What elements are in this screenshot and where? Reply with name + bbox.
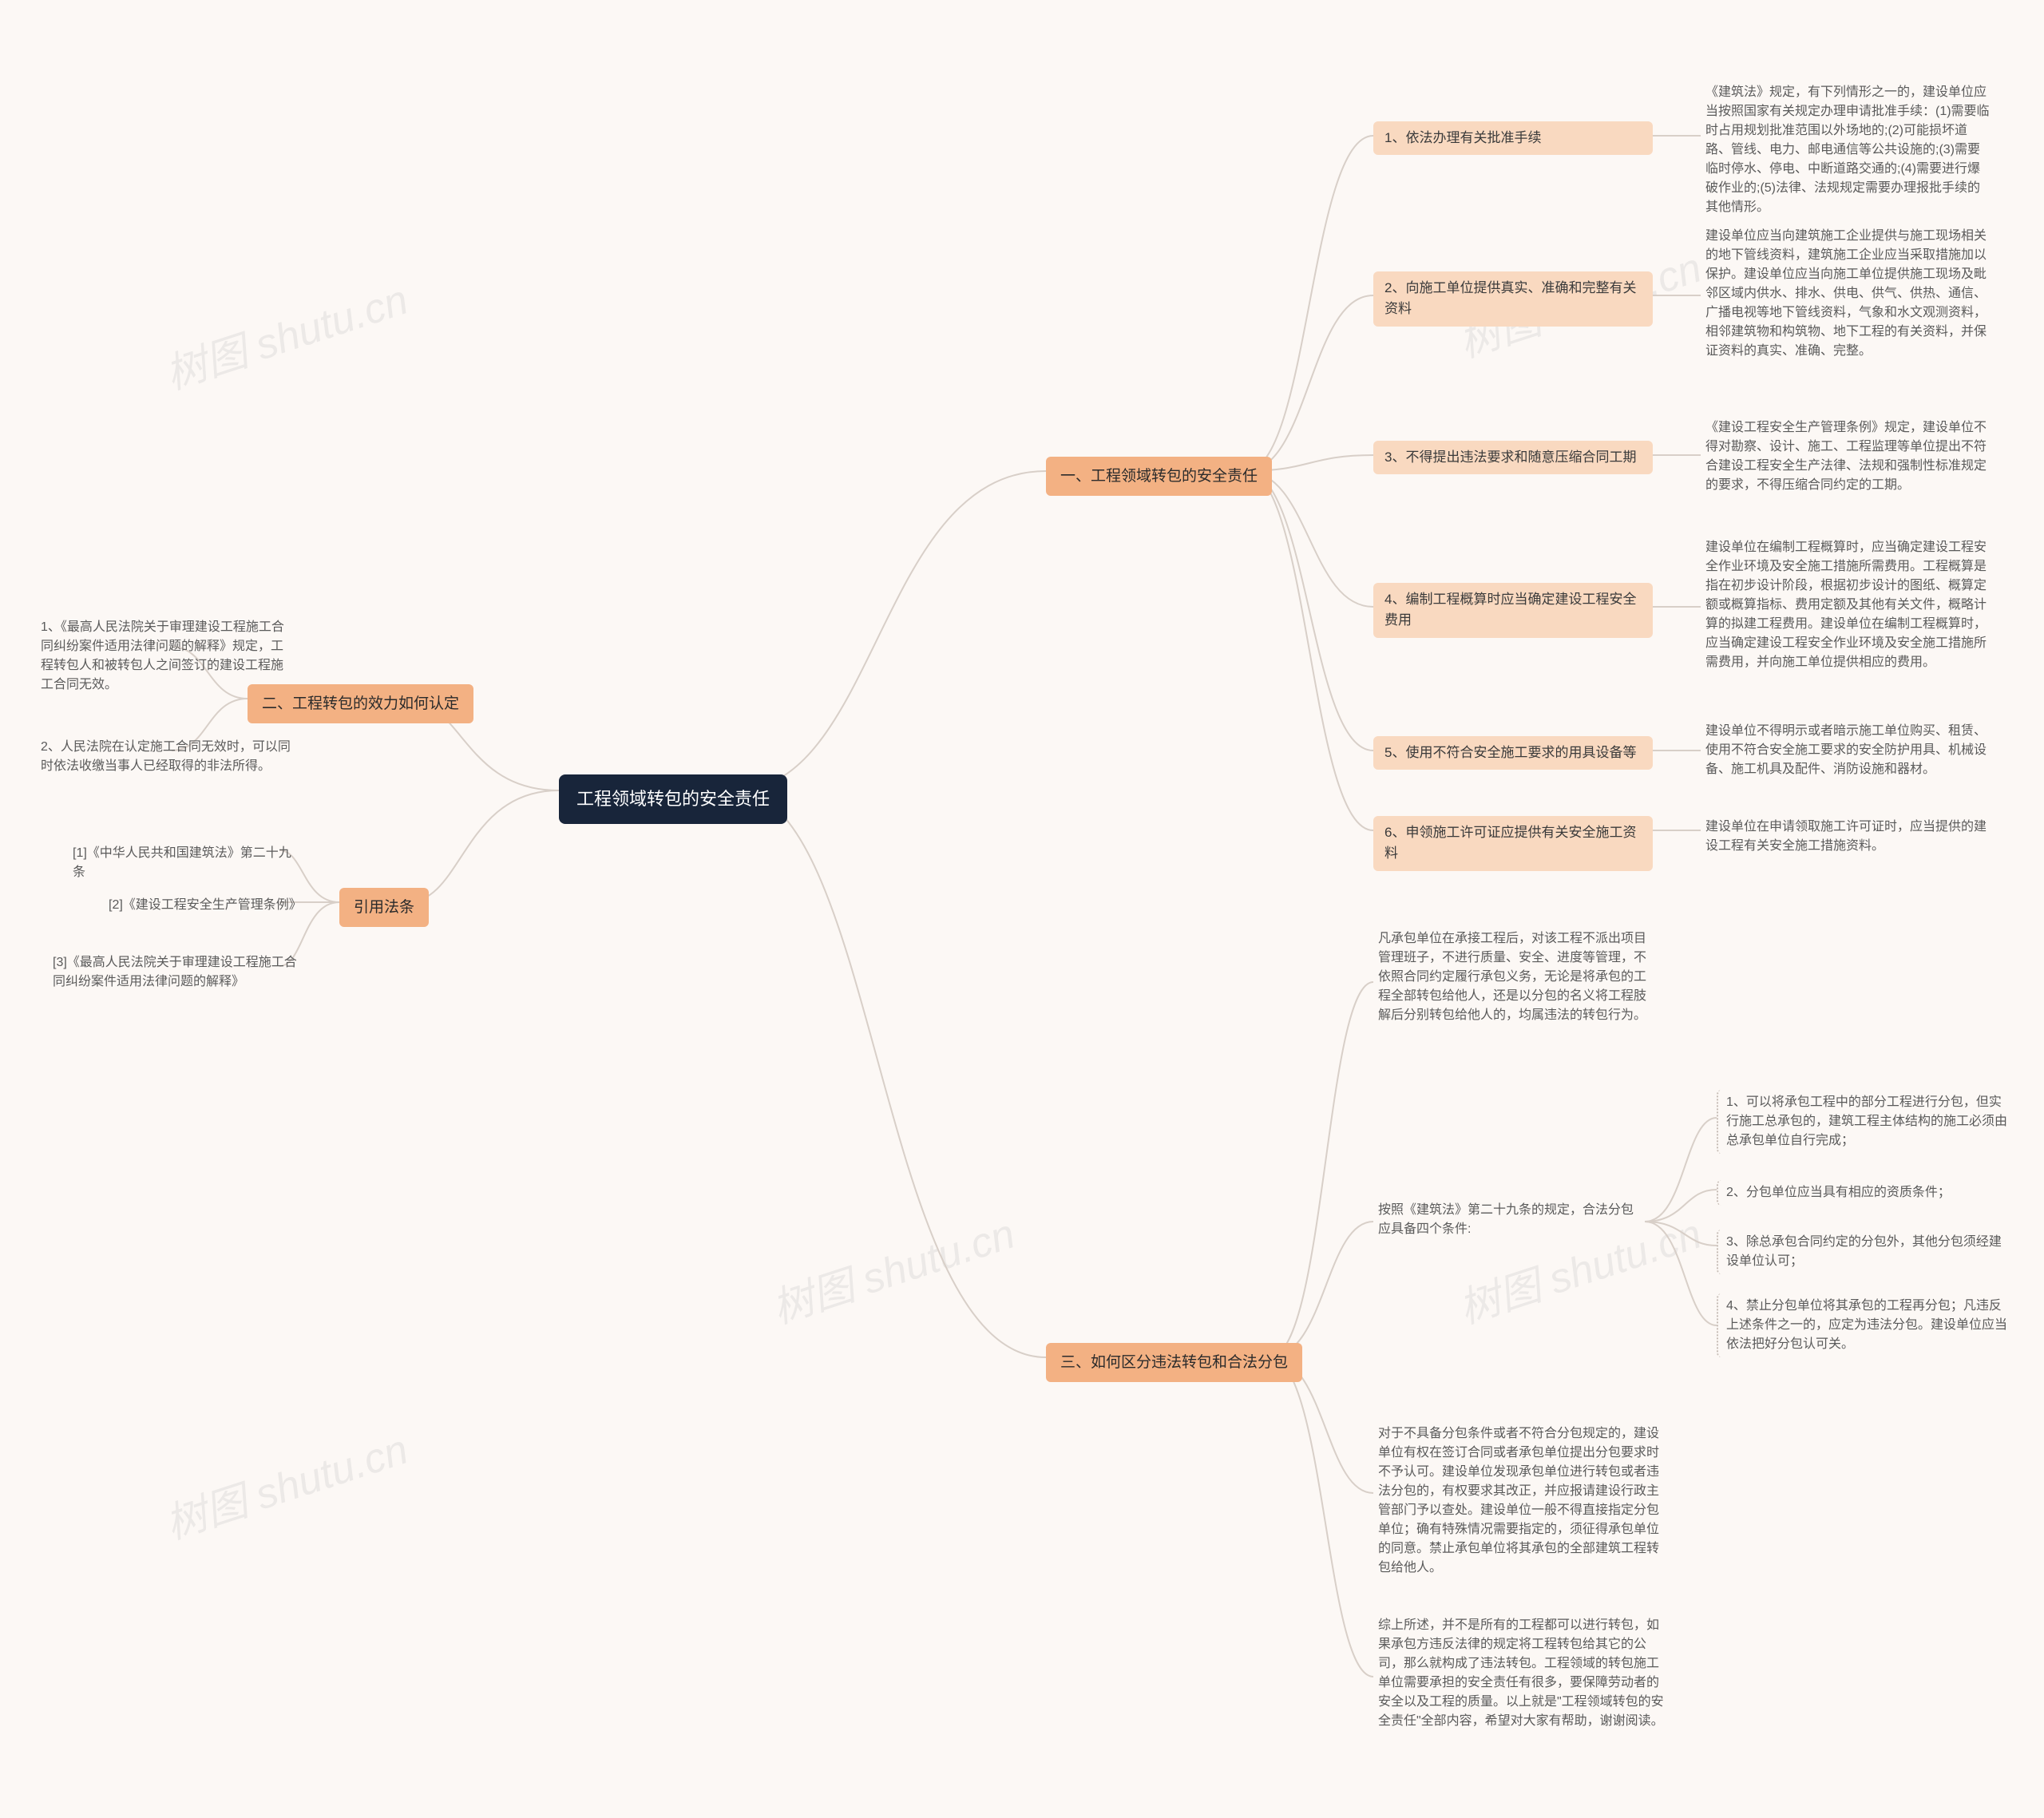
branch-1[interactable]: 一、工程领域转包的安全责任 [1046,457,1272,496]
branch-3-item-2-sub-2: 2、分包单位应当具有相应的资质条件； [1717,1180,1955,1206]
branch-law-item-2: [2]《建设工程安全生产管理条例》 [104,893,307,918]
branch-1-item-5-leaf: 建设单位不得明示或者暗示施工单位购买、租赁、使用不符合安全施工要求的安全防护用具… [1701,719,1996,782]
branch-1-item-6-leaf: 建设单位在申请领取施工许可证时，应当提供的建设工程有关安全施工措施资料。 [1701,814,1996,859]
branch-law[interactable]: 引用法条 [339,888,429,927]
branch-3[interactable]: 三、如何区分违法转包和合法分包 [1046,1343,1302,1382]
branch-law-item-3: [3]《最高人民法院关于审理建设工程施工合同纠纷案件适用法律问题的解释》 [48,950,303,995]
branch-law-item-1: [1]《中华人民共和国建筑法》第二十九条 [68,841,307,885]
branch-1-item-3-leaf: 《建设工程安全生产管理条例》规定，建设单位不得对勘察、设计、施工、工程监理等单位… [1701,415,1996,498]
branch-3-item-4: 综上所述，并不是所有的工程都可以进行转包，如果承包方违反法律的规定将工程转包给其… [1373,1613,1669,1734]
branch-3-item-3: 对于不具备分包条件或者不符合分包规定的，建设单位有权在签订合同或者承包单位提出分… [1373,1421,1669,1581]
root-node[interactable]: 工程领域转包的安全责任 [559,774,787,824]
branch-1-item-2-leaf: 建设单位应当向建筑施工企业提供与施工现场相关的地下管线资料，建筑施工企业应当采取… [1701,224,1996,364]
branch-1-item-4-leaf: 建设单位在编制工程概算时，应当确定建设工程安全作业环境及安全施工措施所需费用。工… [1701,535,1996,675]
branch-2-item-2: 2、人民法院在认定施工合同无效时，可以同时依法收缴当事人已经取得的非法所得。 [36,735,299,779]
branch-3-item-2-sub-3: 3、除总承包合同约定的分包外，其他分包须经建设单位认可； [1717,1230,2012,1274]
branch-3-item-2[interactable]: 按照《建筑法》第二十九条的规定，合法分包应具备四个条件: [1373,1198,1645,1242]
branch-3-item-2-sub-4: 4、禁止分包单位将其承包的工程再分包；凡违反上述条件之一的，应定为违法分包。建设… [1717,1293,2012,1357]
watermark: 树图 shutu.cn [156,266,414,401]
watermark: 树图 shutu.cn [763,1200,1021,1335]
branch-1-item-3[interactable]: 3、不得提出违法要求和随意压缩合同工期 [1373,441,1653,474]
branch-3-item-2-sub-1: 1、可以将承包工程中的部分工程进行分包，但实行施工总承包的，建筑工程主体结构的施… [1717,1090,2012,1154]
branch-3-item-1: 凡承包单位在承接工程后，对该工程不派出项目管理班子，不进行质量、安全、进度等管理… [1373,926,1653,1028]
branch-1-item-1-leaf: 《建筑法》规定，有下列情形之一的，建设单位应当按照国家有关规定办理申请批准手续：… [1701,80,1996,220]
branch-1-item-5[interactable]: 5、使用不符合安全施工要求的用具设备等 [1373,736,1653,770]
branch-1-item-6[interactable]: 6、申领施工许可证应提供有关安全施工资料 [1373,816,1653,871]
watermark: 树图 shutu.cn [156,1416,414,1551]
branch-1-item-2[interactable]: 2、向施工单位提供真实、准确和完整有关资料 [1373,271,1653,327]
branch-1-item-4[interactable]: 4、编制工程概算时应当确定建设工程安全费用 [1373,583,1653,638]
branch-1-item-1[interactable]: 1、依法办理有关批准手续 [1373,121,1653,155]
branch-2-item-1: 1、《最高人民法院关于审理建设工程施工合同纠纷案件适用法律问题的解释》规定，工程… [36,615,299,698]
